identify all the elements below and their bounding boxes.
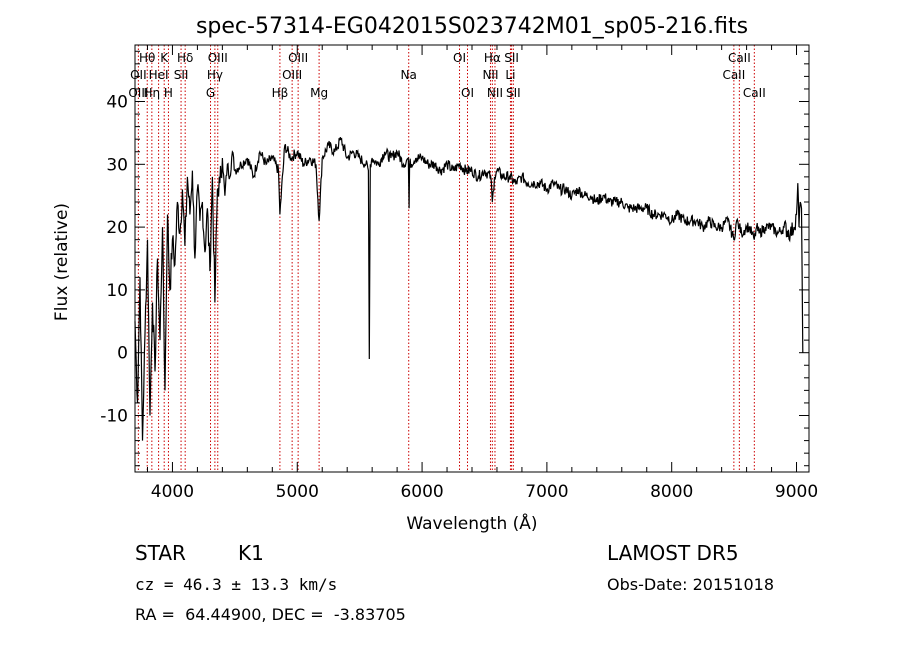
redshift-cz: cz = 46.3 ± 13.3 km/s <box>135 575 337 594</box>
marker-label-1: K <box>160 51 169 65</box>
plot-frame <box>134 44 810 473</box>
object-subclass: K1 <box>238 541 264 565</box>
marker-label-19: Hη <box>144 86 161 100</box>
marker-label-4: OIII <box>288 51 308 65</box>
x-tick-label-3: 7000 <box>525 482 568 502</box>
y-tick-label-1: 0 <box>117 344 128 364</box>
x-axis-ticks: 4000 5000 6000 7000 8000 9000 <box>146 45 818 502</box>
marker-label-13: OIII <box>282 68 302 82</box>
marker-label-16: Li <box>505 68 515 82</box>
marker-label-21: G <box>206 86 215 100</box>
y-tick-label-5: 40 <box>106 93 128 113</box>
marker-label-0: Hθ <box>139 51 155 65</box>
marker-label-11: SII <box>174 68 189 82</box>
marker-label-7: SII <box>504 51 519 65</box>
marker-label-9: OII <box>130 68 147 82</box>
chart-title: spec-57314-EG042015S023742M01_sp05-216.f… <box>196 14 748 39</box>
marker-label-3: OIII <box>208 51 228 65</box>
x-tick-label-4: 8000 <box>650 482 693 502</box>
marker-label-8: CaII <box>728 51 751 65</box>
marker-label-17: CaII <box>722 68 745 82</box>
marker-label-22: Hβ <box>272 86 289 100</box>
marker-label-10: HeI <box>149 68 169 82</box>
observation-date: Obs-Date: 20151018 <box>607 575 774 594</box>
y-axis-label: Flux (relative) <box>52 203 72 321</box>
marker-label-20: H <box>164 86 173 100</box>
x-tick-label-0: 4000 <box>151 482 194 502</box>
marker-label-5: OI <box>453 51 466 65</box>
x-tick-label-5: 9000 <box>775 482 818 502</box>
x-axis-label: Wavelength (Å) <box>406 512 537 534</box>
marker-label-23: Mg <box>310 86 328 100</box>
marker-label-24: OI <box>461 86 474 100</box>
marker-label-18: OIII <box>128 86 148 100</box>
survey-name: LAMOST DR5 <box>607 541 739 565</box>
y-axis-ticks: -10 0 10 20 30 40 <box>100 50 809 467</box>
y-tick-label-4: 30 <box>106 155 128 175</box>
x-tick-label-2: 6000 <box>400 482 443 502</box>
coordinates: RA = 64.44900, DEC = -3.83705 <box>135 605 406 624</box>
marker-label-26: SII <box>506 86 521 100</box>
marker-label-12: Hγ <box>207 68 223 82</box>
marker-label-2: Hδ <box>177 51 193 65</box>
y-tick-label-2: 10 <box>106 281 128 301</box>
marker-label-14: Na <box>401 68 417 82</box>
spectral-line-markers <box>137 45 755 472</box>
x-tick-label-1: 5000 <box>276 482 319 502</box>
marker-label-6: Hα <box>484 51 501 65</box>
marker-label-25: NII <box>487 86 503 100</box>
spectrum-line <box>134 137 804 441</box>
marker-label-27: CaII <box>743 86 766 100</box>
y-tick-label-3: 20 <box>106 218 128 238</box>
y-tick-label-0: -10 <box>100 406 128 426</box>
marker-label-15: NII <box>482 68 498 82</box>
object-class: STAR <box>135 541 186 565</box>
